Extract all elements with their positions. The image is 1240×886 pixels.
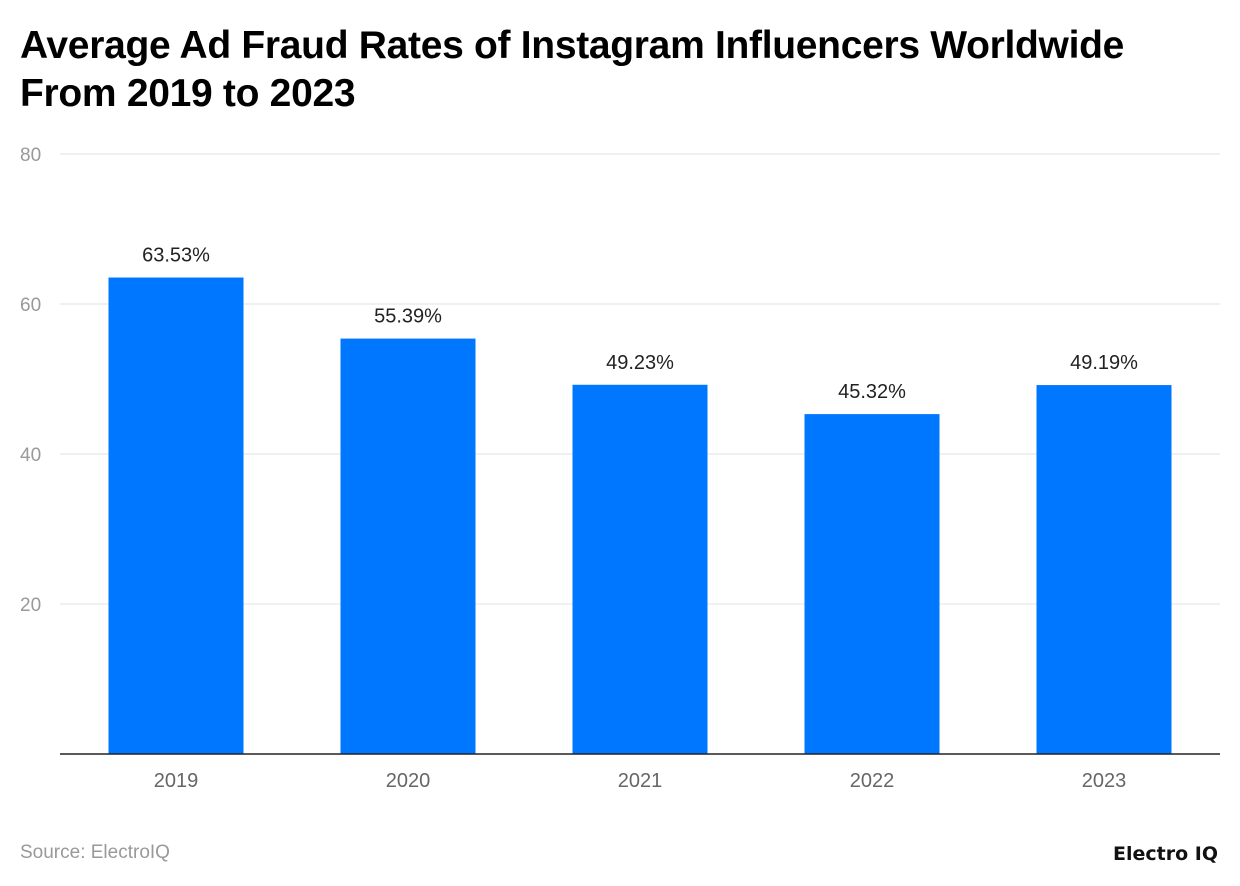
bar-2023 [1036,385,1172,754]
data-label: 49.23% [606,352,674,374]
bar-2021 [572,384,708,754]
x-tick-label: 2022 [850,770,895,792]
data-label: 55.39% [374,306,442,328]
x-tick-label: 2019 [154,770,199,792]
electroiq-logo: Electro IQ [1113,843,1218,865]
data-label: 45.32% [838,381,906,403]
x-tick-label: 2021 [618,770,663,792]
x-tick-label: 2023 [1082,770,1127,792]
y-tick-label: 60 [20,295,41,316]
bar-2020 [340,338,476,754]
x-tick-label: 2020 [386,770,431,792]
data-label: 63.53% [142,245,210,267]
y-tick-label: 20 [20,595,41,616]
chart-title: Average Ad Fraud Rates of Instagram Infl… [20,24,1125,115]
data-label: 49.19% [1070,352,1138,374]
y-tick-label: 80 [20,145,41,166]
bar-2022 [804,414,940,754]
source-note: Source: ElectroIQ [20,842,170,863]
y-tick-label: 40 [20,445,41,466]
bar-2019 [108,277,244,754]
